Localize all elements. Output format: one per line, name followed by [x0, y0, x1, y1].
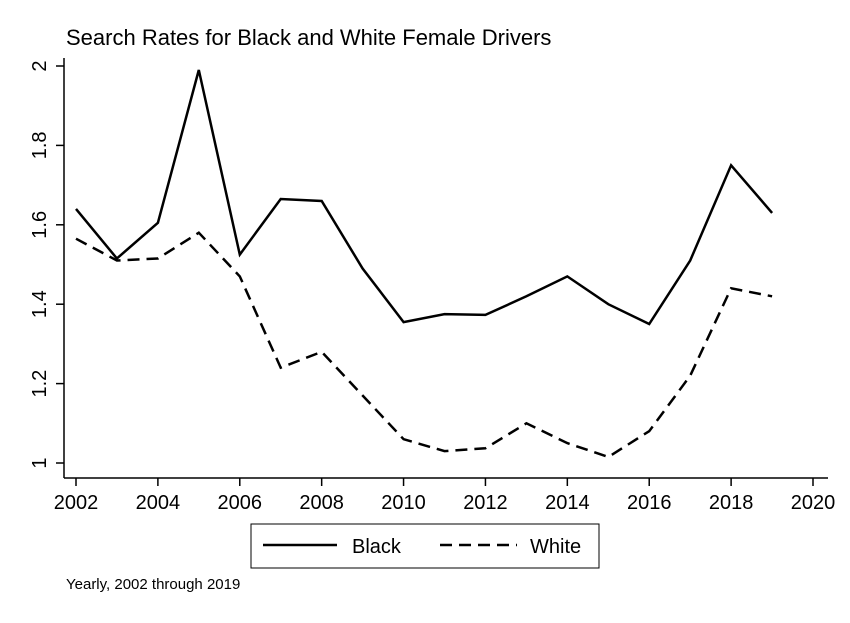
- legend-box: [250, 523, 600, 569]
- x-tick-label: 2006: [218, 492, 263, 514]
- x-tick-label: 2010: [381, 492, 426, 514]
- x-tick-label: 2014: [545, 492, 590, 514]
- x-tick-label: 2004: [136, 492, 181, 514]
- x-tick-label: 2002: [54, 492, 99, 514]
- y-tick-label: 1.8: [29, 131, 51, 159]
- series-line-black: [75, 69, 774, 326]
- y-tick-label: 1: [29, 457, 51, 468]
- chart-note: Yearly, 2002 through 2019: [66, 576, 240, 593]
- legend-label-black: Black: [352, 536, 402, 558]
- y-tick-label: 1.4: [29, 290, 51, 318]
- x-ticks: 2002 2004 2006 2008 2010 2012 2014 2016 2018 2020: [54, 478, 836, 514]
- x-tick-label: 2016: [627, 492, 672, 514]
- x-tick-label: 2012: [463, 492, 508, 514]
- legend-label-white: White: [530, 536, 581, 558]
- legend: Black White: [250, 523, 600, 569]
- series-line-white: [75, 231, 773, 459]
- y-tick-label: 2: [29, 60, 51, 71]
- y-ticks: 1 1.2 1.4 1.6 1.8 2: [29, 60, 64, 469]
- x-tick-label: 2008: [299, 492, 344, 514]
- x-tick-label: 2020: [791, 492, 836, 514]
- y-tick-label: 1.6: [29, 211, 51, 239]
- x-tick-label: 2018: [709, 492, 754, 514]
- series-lines: [75, 69, 774, 459]
- chart-title: Search Rates for Black and White Female …: [66, 25, 551, 50]
- y-tick-label: 1.2: [29, 370, 51, 398]
